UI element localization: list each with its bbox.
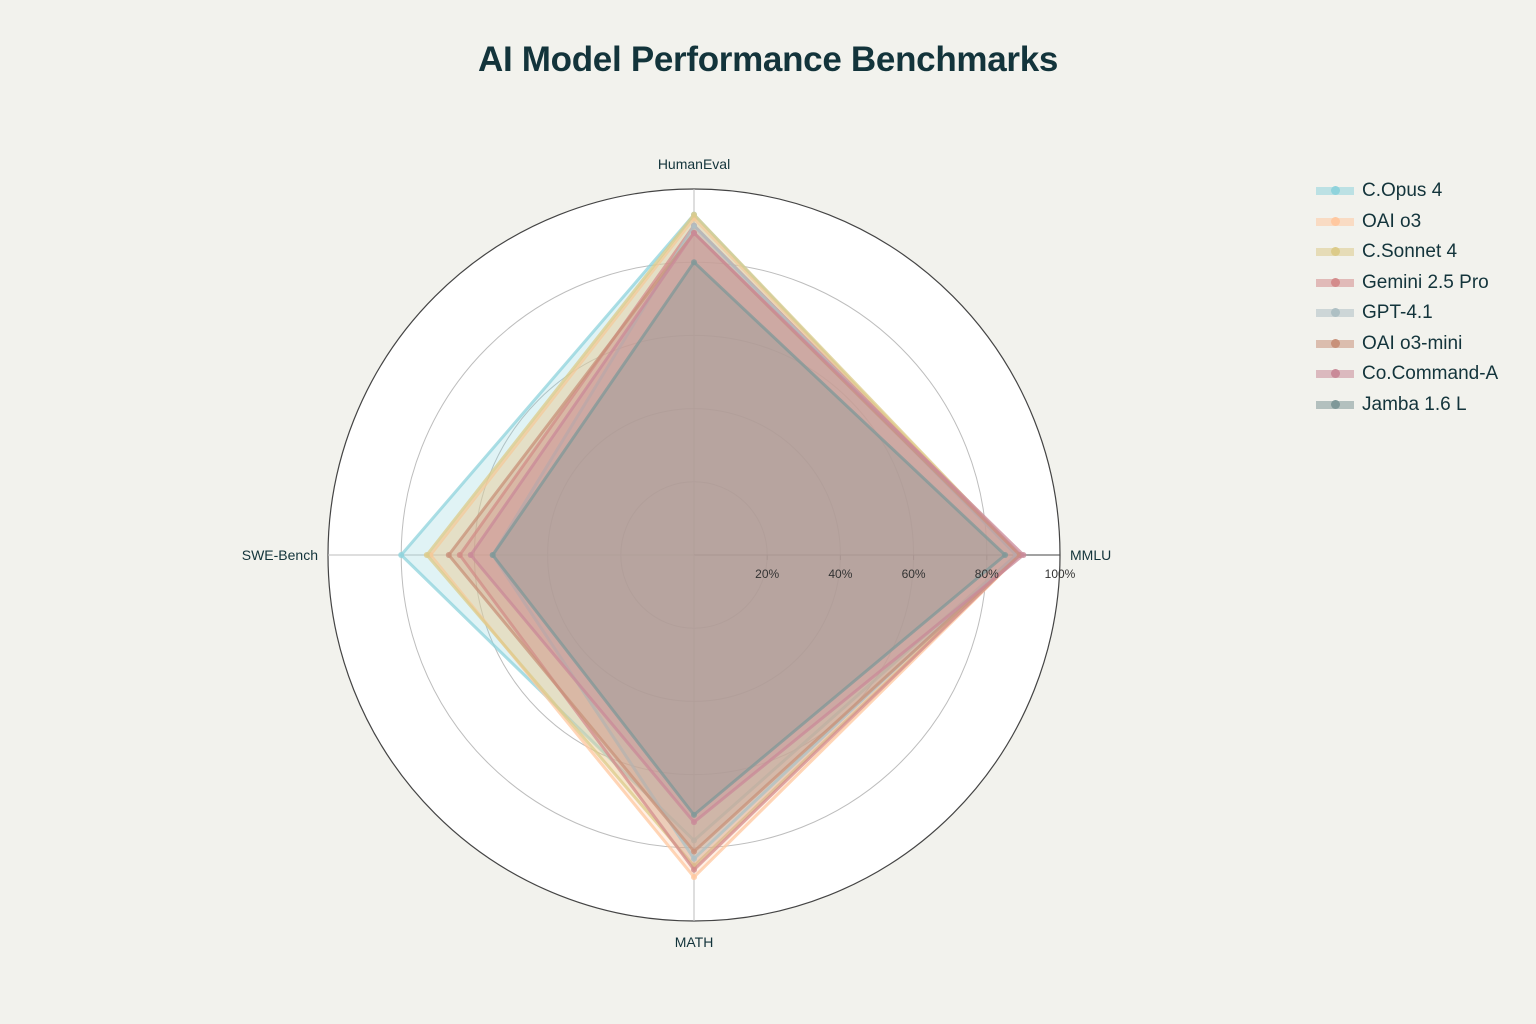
legend-label: OAI o3-mini: [1362, 332, 1463, 354]
legend-item-c-opus-4[interactable]: C.Opus 4: [1316, 176, 1498, 207]
legend-label: Jamba 1.6 L: [1362, 393, 1467, 415]
legend-swatch: [1316, 369, 1354, 379]
legend-label: OAI o3: [1362, 210, 1422, 232]
data-point-jamba-1-6-l-swe-bench: [489, 552, 496, 558]
legend-item-gpt-4-1[interactable]: GPT-4.1: [1316, 298, 1498, 329]
axis-label-humaneval: HumanEval: [658, 156, 730, 172]
axis-label-swe-bench: SWE-Bench: [242, 547, 318, 563]
legend-item-c-sonnet-4[interactable]: C.Sonnet 4: [1316, 237, 1498, 268]
data-point-jamba-1-6-l-math: [691, 811, 697, 818]
axis-label-mmlu: MMLU: [1070, 547, 1111, 563]
chart-title: AI Model Performance Benchmarks: [477, 40, 1059, 79]
data-point-jamba-1-6-l-humaneval: [691, 259, 697, 266]
data-point-co-command-a-swe-bench: [467, 552, 474, 558]
legend-item-gemini-2-5-pro[interactable]: Gemini 2.5 Pro: [1316, 268, 1498, 299]
data-point-jamba-1-6-l-mmlu: [1002, 552, 1009, 558]
radial-tick-label: 60%: [902, 567, 926, 581]
data-point-gpt-4-1-math: [691, 855, 697, 862]
data-point-c-opus-4-math: [691, 837, 697, 844]
legend-swatch-marker: [1331, 186, 1340, 196]
data-point-c-sonnet-4-humaneval: [691, 211, 697, 218]
data-point-gemini-2-5-pro-swe-bench: [456, 552, 463, 558]
radial-tick-label: 20%: [755, 567, 779, 581]
legend-item-oai-o3-mini[interactable]: OAI o3-mini: [1316, 329, 1498, 360]
legend-swatch-marker: [1331, 216, 1340, 226]
legend-swatch-marker: [1331, 277, 1340, 287]
data-point-c-opus-4-swe-bench: [398, 552, 405, 558]
data-point-co-command-a-mmlu: [1020, 552, 1027, 558]
legend-item-jamba-1-6-l[interactable]: Jamba 1.6 L: [1316, 390, 1498, 421]
radial-tick-label: 80%: [975, 567, 999, 581]
legend-swatch: [1316, 399, 1354, 409]
legend-swatch-marker: [1331, 369, 1340, 379]
data-point-c-sonnet-4-swe-bench: [423, 552, 430, 558]
data-point-oai-o3-math: [691, 874, 697, 881]
legend: C.Opus 4 OAI o3 C.Sonnet 4 Gemini 2.5 Pro GP…: [1316, 176, 1498, 420]
data-point-oai-o3-mini-swe-bench: [445, 552, 452, 558]
legend-swatch: [1316, 186, 1354, 196]
legend-swatch-marker: [1331, 247, 1340, 257]
legend-swatch: [1316, 277, 1354, 287]
legend-label: GPT-4.1: [1362, 302, 1433, 324]
legend-item-oai-o3[interactable]: OAI o3: [1316, 207, 1498, 238]
legend-label: C.Opus 4: [1362, 180, 1443, 202]
legend-swatch: [1316, 338, 1354, 348]
legend-swatch-marker: [1331, 399, 1340, 409]
data-point-gpt-4-1-humaneval: [691, 222, 697, 229]
legend-swatch-marker: [1331, 308, 1340, 318]
data-point-co-command-a-math: [691, 819, 697, 826]
data-point-oai-o3-mini-math: [691, 848, 697, 855]
radial-tick-label: 100%: [1045, 567, 1076, 581]
radial-tick-label: 40%: [828, 567, 852, 581]
legend-label: Co.Command-A: [1362, 363, 1499, 385]
legend-item-co-command-a[interactable]: Co.Command-A: [1316, 359, 1498, 390]
legend-swatch: [1316, 216, 1354, 226]
legend-swatch-marker: [1331, 338, 1340, 348]
legend-label: Gemini 2.5 Pro: [1362, 271, 1489, 293]
axis-label-math: MATH: [675, 934, 714, 950]
legend-label: C.Sonnet 4: [1362, 241, 1458, 263]
data-point-co-command-a-humaneval: [691, 229, 697, 236]
legend-swatch: [1316, 247, 1354, 257]
data-point-gemini-2-5-pro-math: [691, 866, 697, 873]
legend-swatch: [1316, 308, 1354, 318]
